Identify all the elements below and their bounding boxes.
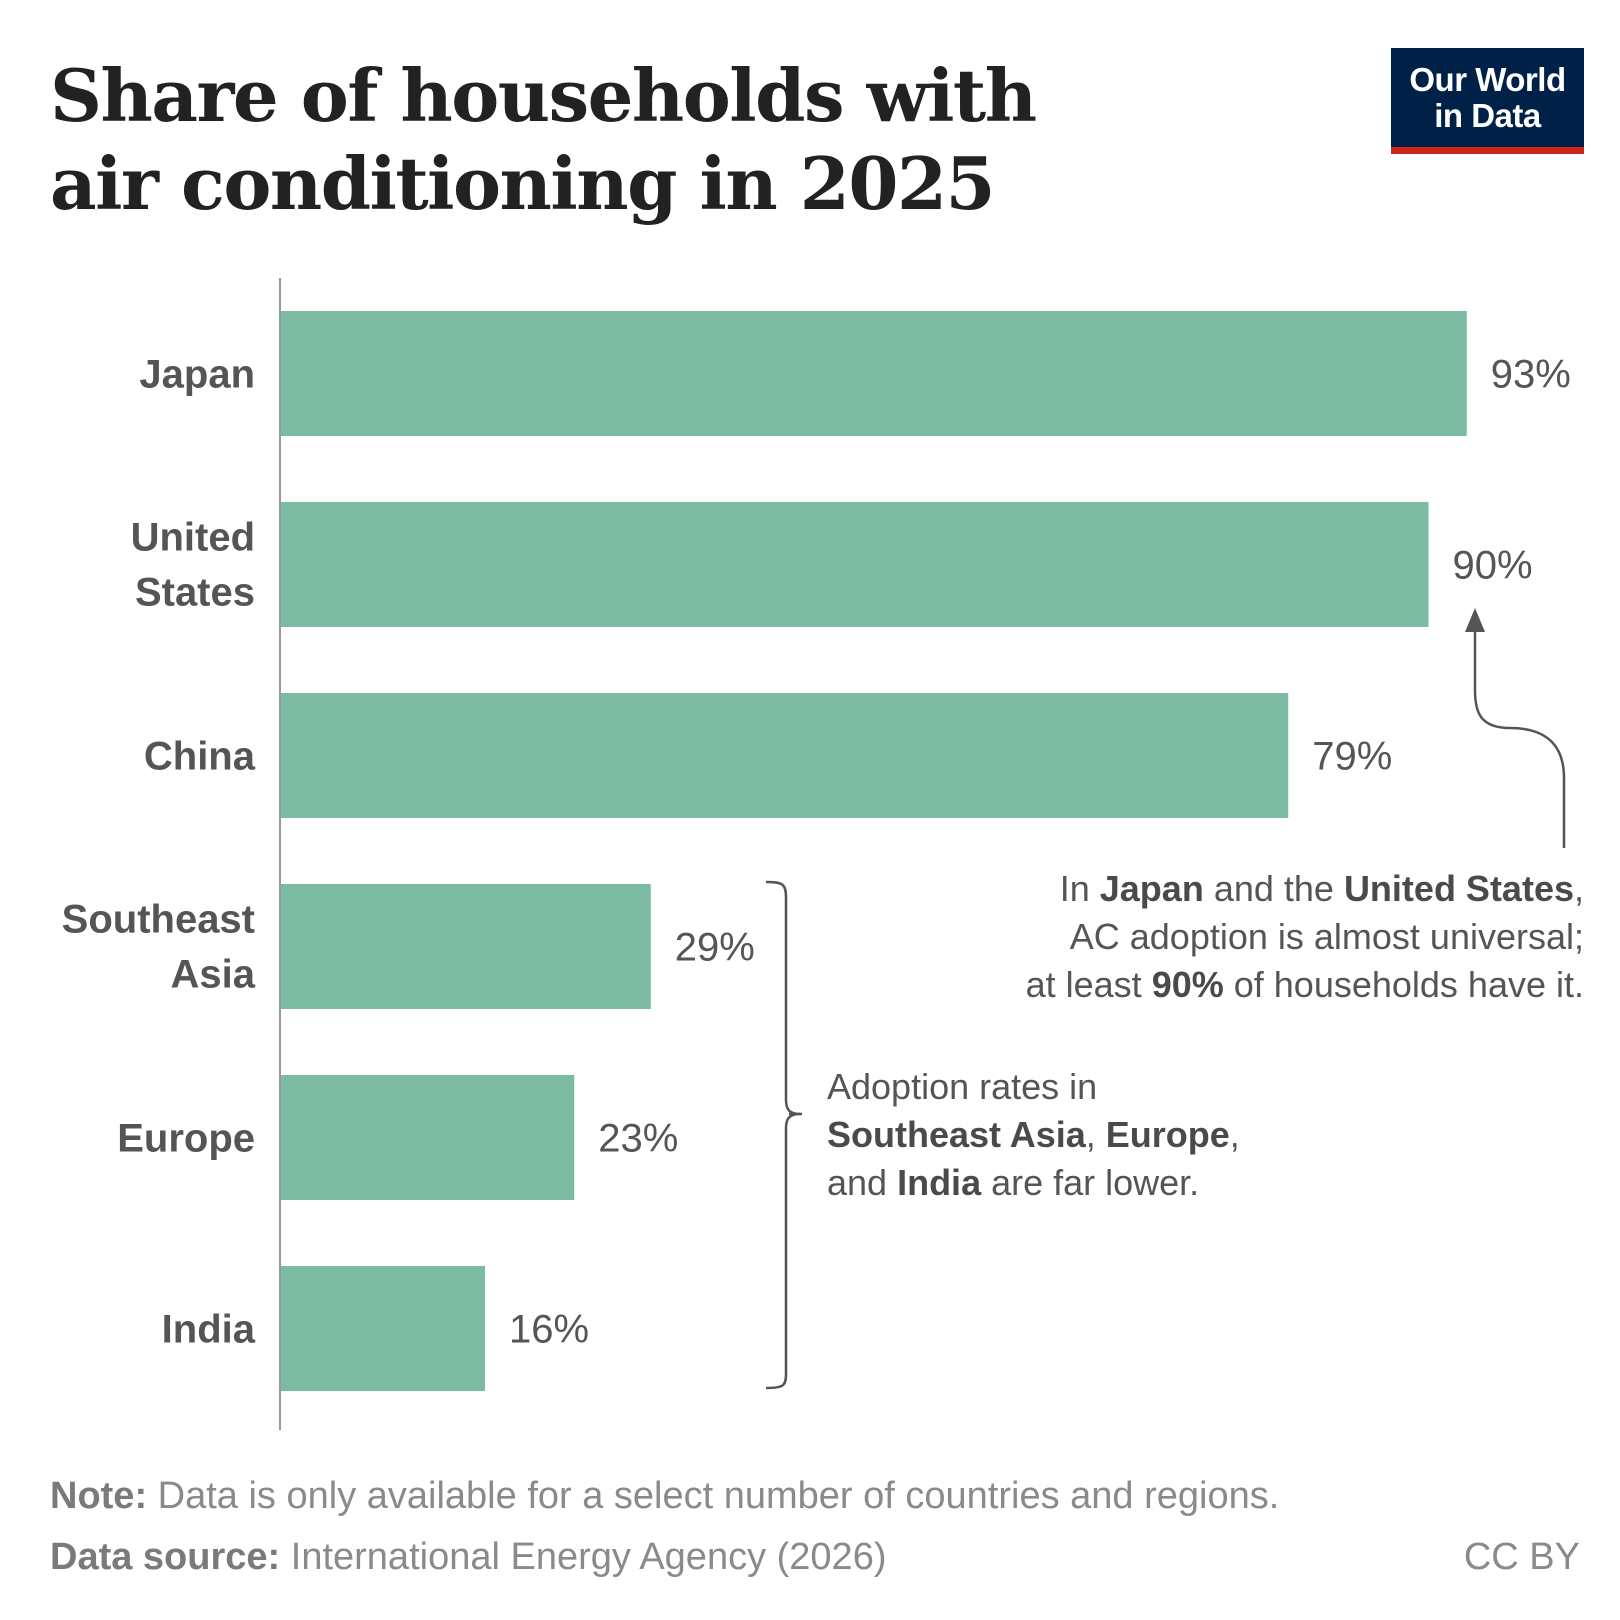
bar-india[interactable] [281,1266,485,1391]
bar-united-states[interactable] [281,502,1429,627]
license-link[interactable]: CC BY [1463,1536,1580,1578]
category-labels: Japan United States China Southeast Asia Europ… [62,353,256,1352]
category-label-japan: Japan [139,353,255,397]
category-label-united-states: United States [131,516,255,615]
annotation-lower: Adoption rates in Southeast Asia, Europe… [827,1066,1240,1203]
category-label-china: China [144,735,256,779]
owid-logo[interactable]: Our World in Data [1391,48,1584,154]
annotation-brace [765,880,801,1390]
bar-europe[interactable] [281,1075,575,1200]
annotation-arrow-line [1473,628,1566,848]
value-label-europe: 23% [598,1117,678,1161]
footer-note: Note: Data is only available for a selec… [50,1475,1279,1518]
annotation-universal: In Japan and the United States, AC adopt… [1025,868,1584,1005]
source-label: Data source: [50,1536,281,1578]
value-label-japan: 93% [1491,353,1571,397]
value-labels: 93% 90% 79% 29% 23% 16% [509,353,1571,1352]
annotation-arrow-head [1465,608,1485,632]
bar-southeast-asia[interactable] [281,884,651,1009]
bar-japan[interactable] [281,311,1467,436]
value-label-india: 16% [509,1308,589,1352]
note-label: Note: [50,1475,148,1517]
value-label-china: 79% [1312,735,1392,779]
value-label-united-states: 90% [1453,544,1533,588]
logo-line-1: Our World [1409,61,1566,98]
chart-title: Share of households with air conditionin… [50,53,1037,226]
logo-line-2: in Data [1434,97,1541,134]
source-link[interactable]: International Energy Agency (2026) [280,1536,887,1578]
footer-source: Data source: International Energy Agency… [50,1536,886,1579]
bar-china[interactable] [281,693,1289,818]
category-label-europe: Europe [117,1117,255,1161]
category-label-india: India [162,1308,256,1352]
bars-group [281,311,1467,1391]
category-label-southeast-asia: Southeast Asia [62,898,256,997]
note-text: Data is only available for a select numb… [147,1475,1280,1517]
value-label-southeast-asia: 29% [675,926,755,970]
